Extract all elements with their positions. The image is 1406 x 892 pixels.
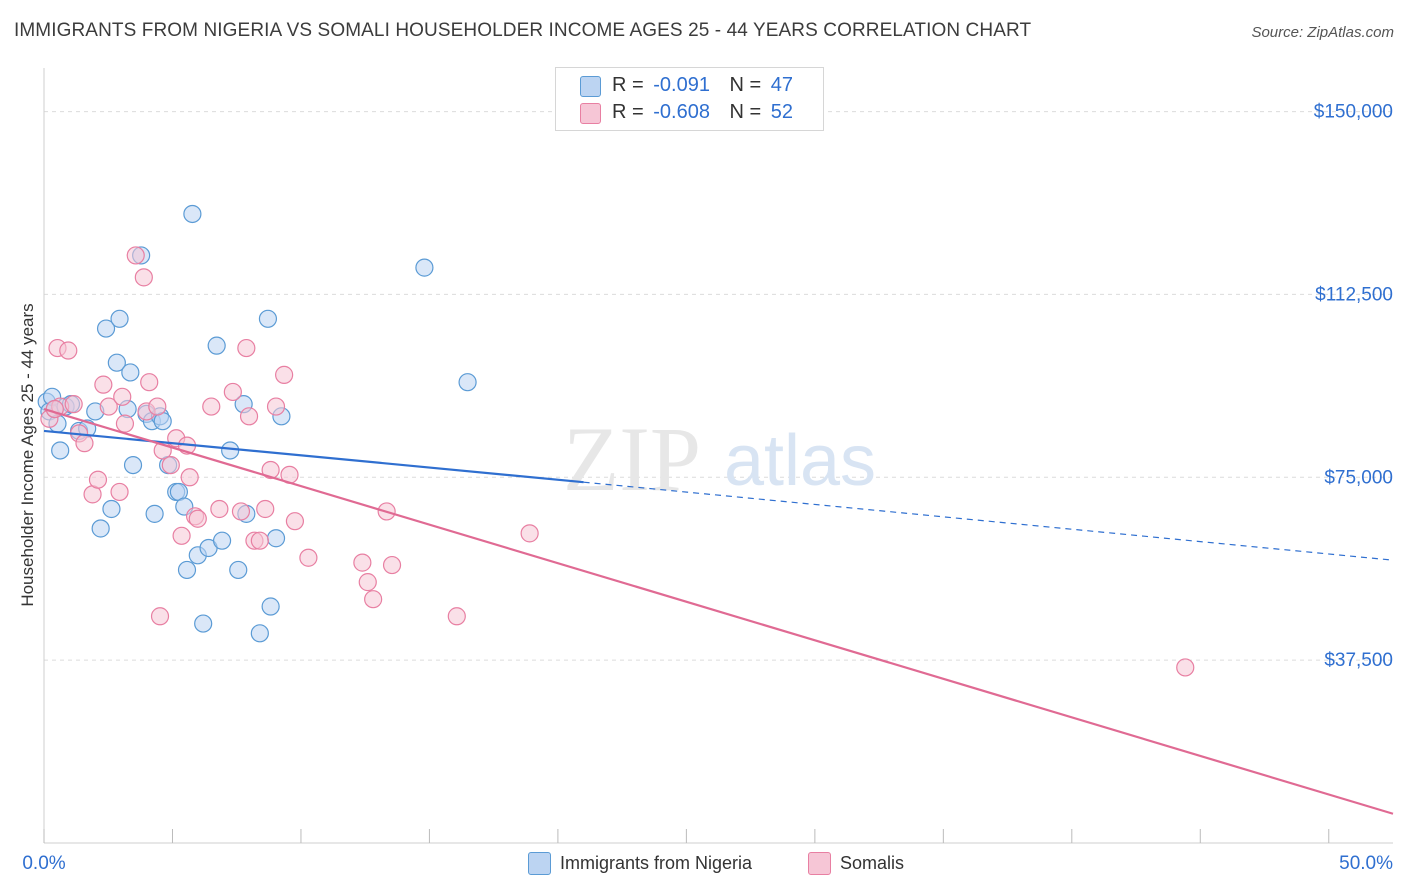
- watermark-zip: ZIP: [563, 408, 701, 510]
- x-tick-label: 0.0%: [22, 853, 65, 874]
- somalis-point: [239, 407, 259, 426]
- legend: R = -0.091 N = 47 R = -0.608 N = 52: [555, 67, 824, 131]
- watermark: ZIP atlas: [563, 408, 876, 510]
- somalis-point: [59, 341, 78, 360]
- legend-r-value: -0.608: [653, 101, 710, 123]
- somalis-point: [99, 397, 118, 416]
- somalis-point: [64, 395, 83, 414]
- somalis-point: [110, 482, 129, 502]
- nigeria-point: [266, 529, 286, 548]
- series-nigeria-points: [37, 204, 477, 643]
- nigeria-point: [96, 319, 116, 338]
- somalis-point: [223, 382, 242, 402]
- somalis-trend-line: [43, 407, 1394, 815]
- somalis-point: [1176, 658, 1195, 677]
- legend-r-value: -0.091: [653, 74, 710, 96]
- somalis-point: [353, 553, 372, 572]
- legend-n-value: 52: [770, 101, 794, 123]
- somalis-point: [358, 573, 377, 592]
- nigeria-point: [51, 441, 70, 460]
- legend-n-label: N =: [729, 74, 762, 96]
- legend-r-label: R =: [612, 101, 644, 123]
- somalis-point: [161, 455, 180, 475]
- somalis-point: [140, 373, 159, 392]
- watermark-atlas: atlas: [724, 421, 876, 501]
- y-tick-label: $150,000: [1314, 102, 1393, 123]
- legend-swatch-somalis: [580, 103, 601, 124]
- y-tick-label: $37,500: [1324, 650, 1393, 671]
- bottom-legend-swatch-somalis: [808, 852, 831, 875]
- somalis-point: [256, 499, 275, 519]
- nigeria-trend-line: [43, 429, 584, 484]
- trend-lines: [43, 407, 1394, 815]
- nigeria-point: [123, 455, 143, 475]
- somalis-point: [202, 397, 221, 416]
- somalis-point: [210, 499, 229, 519]
- series-somalis-points: [40, 246, 1195, 677]
- somalis-point: [126, 246, 145, 265]
- nigeria-point: [121, 363, 140, 382]
- source-label: Source: ZipAtlas.com: [1251, 24, 1394, 41]
- somalis-point: [150, 607, 170, 626]
- nigeria-point: [250, 624, 269, 643]
- legend-n-value: 47: [770, 74, 794, 96]
- nigeria-point: [102, 499, 121, 519]
- somalis-point: [172, 526, 191, 545]
- somalis-point: [266, 397, 286, 416]
- tick-labels: $37,500 $75,000 $112,500 $150,000 0.0% 50.0%: [22, 102, 1393, 874]
- nigeria-point: [110, 309, 129, 328]
- y-tick-label: $75,000: [1324, 467, 1393, 488]
- axes: [43, 68, 1393, 844]
- nigeria-point: [107, 353, 126, 372]
- somalis-point: [148, 397, 167, 416]
- legend-n-label: N =: [729, 101, 762, 123]
- nigeria-point: [458, 373, 477, 392]
- somalis-point: [382, 555, 402, 575]
- somalis-point: [188, 509, 207, 528]
- nigeria-point: [91, 519, 110, 538]
- somalis-point: [299, 548, 318, 567]
- nigeria-point: [261, 597, 280, 616]
- nigeria-point: [415, 258, 434, 277]
- somalis-point: [113, 387, 132, 406]
- nigeria-point: [258, 309, 278, 328]
- legend-r-label: R =: [612, 74, 644, 96]
- legend-swatch-nigeria: [580, 76, 601, 97]
- nigeria-point: [212, 531, 232, 550]
- somalis-point: [88, 470, 108, 489]
- nigeria-point: [145, 504, 164, 523]
- somalis-point: [364, 590, 383, 609]
- nigeria-point: [177, 560, 197, 580]
- somalis-point: [447, 607, 466, 626]
- grid-lines: [44, 111, 1393, 661]
- chart-title: IMMIGRANTS FROM NIGERIA VS SOMALI HOUSEH…: [14, 20, 1032, 41]
- somalis-point: [285, 512, 305, 531]
- x-tick-label: 50.0%: [1339, 853, 1393, 874]
- bottom-legend-label-somalis: Somalis: [840, 853, 905, 873]
- somalis-point: [180, 468, 199, 487]
- somalis-point: [261, 460, 280, 480]
- bottom-legend-swatch-nigeria: [528, 852, 551, 875]
- nigeria-point: [221, 441, 240, 460]
- nigeria-point: [207, 336, 226, 355]
- bottom-legend-label-nigeria: Immigrants from Nigeria: [560, 853, 753, 873]
- somalis-point: [250, 531, 269, 550]
- somalis-point: [75, 434, 94, 453]
- nigeria-point: [194, 614, 213, 633]
- somalis-point: [94, 375, 113, 394]
- somalis-point: [520, 524, 539, 543]
- somalis-point: [134, 268, 153, 287]
- nigeria-point: [229, 560, 248, 580]
- somalis-point: [237, 338, 256, 358]
- nigeria-point: [183, 204, 202, 224]
- y-tick-label: $112,500: [1315, 284, 1393, 305]
- nigeria-trend-extension: [583, 481, 1394, 561]
- somalis-point: [275, 365, 294, 384]
- somalis-point: [231, 502, 251, 521]
- somalis-point: [115, 414, 135, 433]
